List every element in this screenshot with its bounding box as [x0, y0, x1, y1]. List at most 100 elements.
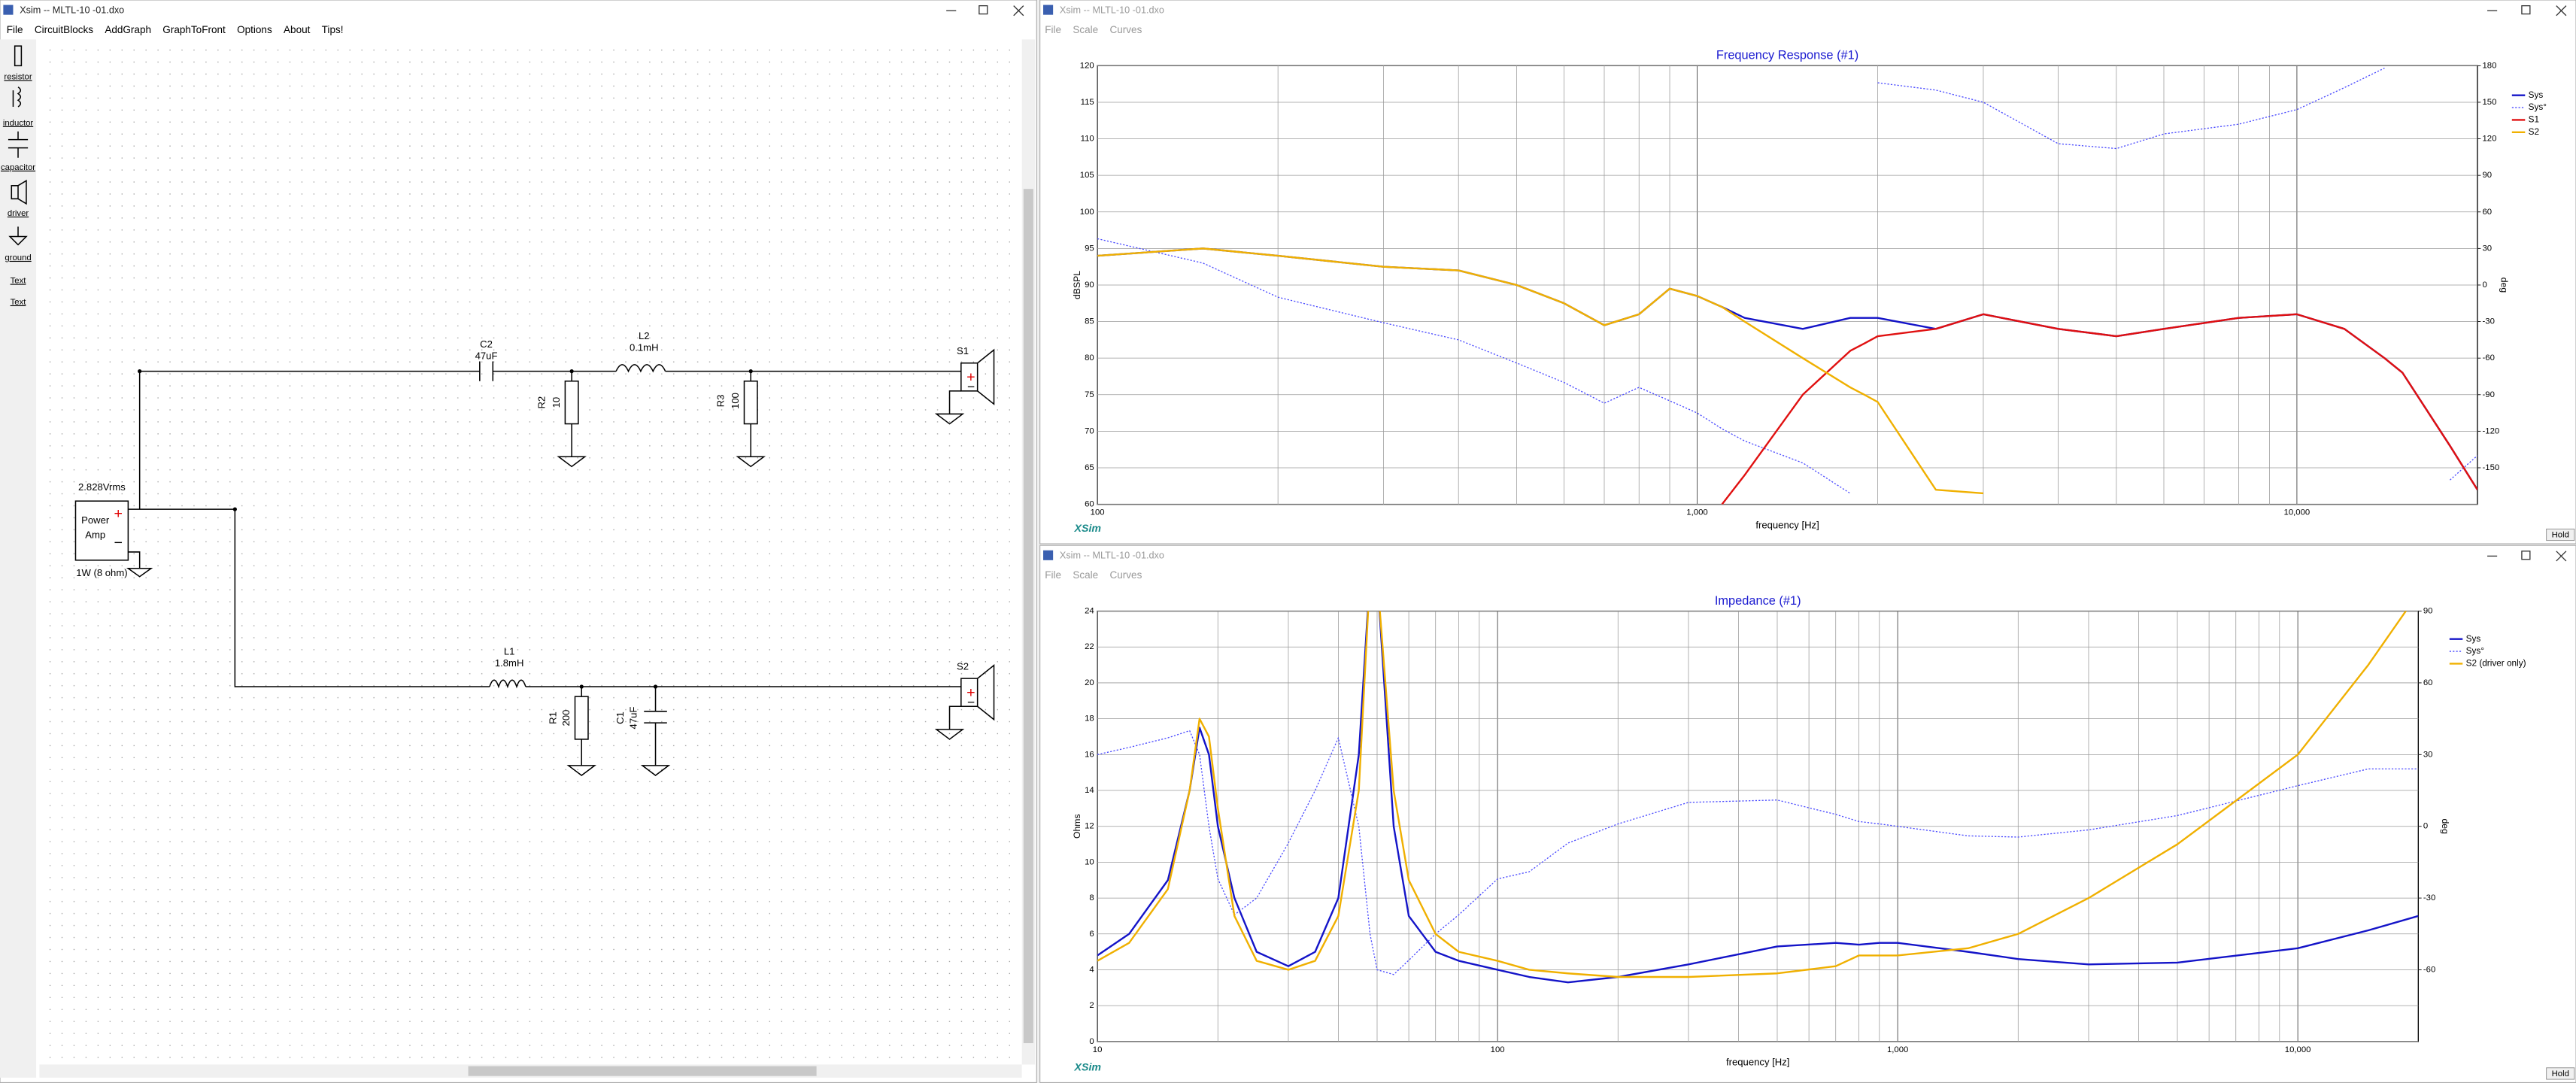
hold-button-label[interactable]: Hold: [2552, 530, 2569, 539]
x-tick-label: 1,000: [1887, 1045, 1908, 1054]
menu-item[interactable]: CircuitBlocks: [35, 24, 93, 35]
menu-item[interactable]: File: [1045, 569, 1061, 581]
chart-title: Impedance (#1): [1715, 594, 1801, 608]
component-name: L2: [639, 330, 650, 341]
schematic-window: Xsim -- MLTL-10 -01.dxo File CircuitBlock…: [0, 0, 1037, 1083]
toolbar-icons: [8, 45, 29, 246]
y-tick-label: 120: [1080, 61, 1094, 70]
y-tick-label: 0: [1089, 1037, 1094, 1046]
menu-item[interactable]: Tips!: [322, 24, 344, 35]
schematic-labels: 2.828Vrms Power Amp + − 1W (8 ohm) C2 47…: [76, 330, 975, 729]
hold-button[interactable]: [2546, 1067, 2575, 1080]
y-tick-label: 2: [1089, 1001, 1094, 1010]
legend-label: Sys: [2529, 90, 2544, 100]
y2-tick-label: -60: [2482, 353, 2494, 363]
y2-tick-label: -30: [2423, 893, 2435, 902]
y-tick-label: 16: [1085, 750, 1094, 759]
x-axis-label: frequency [Hz]: [1726, 1057, 1789, 1068]
window-controls[interactable]: [2487, 551, 2567, 562]
component-name: L1: [504, 646, 515, 657]
y2-tick-label: 120: [2482, 135, 2496, 144]
canvas: [39, 39, 1021, 1063]
y2-axis-label: deg: [2499, 278, 2510, 293]
x-tick-label: 10,000: [2284, 508, 2311, 517]
y-tick-label: 60: [1085, 500, 1094, 509]
tool-label[interactable]: ground: [5, 253, 31, 262]
window-controls[interactable]: [2487, 5, 2567, 17]
menu-item[interactable]: AddGraph: [105, 24, 151, 35]
menu-item[interactable]: Curves: [1109, 24, 1142, 35]
y2-tick-label: -90: [2482, 390, 2494, 399]
y-axis-label: dBSPL: [1072, 271, 1082, 299]
component-value: 47uF: [628, 707, 639, 730]
x-tick-label: 1,000: [1686, 508, 1707, 517]
y-tick-label: 85: [1085, 317, 1094, 326]
legend-label: Sys°: [2466, 646, 2484, 656]
amp-plus: +: [114, 505, 123, 522]
window-title: Xsim -- MLTL-10 -01.dxo: [1060, 551, 1164, 561]
window-controls[interactable]: [946, 5, 1024, 17]
toolbar: [0, 39, 37, 1078]
menu-item[interactable]: Curves: [1109, 569, 1142, 581]
component-value: 1.8mH: [495, 657, 524, 669]
y2-tick-label: 30: [2482, 244, 2492, 253]
chart-title: Frequency Response (#1): [1716, 49, 1858, 62]
y2-tick-label: 90: [2482, 171, 2492, 180]
y-tick-label: 6: [1089, 930, 1094, 939]
series-line: [1097, 611, 2419, 984]
tool-label[interactable]: capacitor: [1, 163, 35, 172]
brand: XSim: [1074, 523, 1102, 535]
tool-label[interactable]: Text: [11, 298, 27, 307]
y-tick-label: 22: [1085, 642, 1094, 651]
tool-label[interactable]: inductor: [3, 119, 34, 128]
y2-tick-label: 180: [2482, 61, 2496, 70]
y-tick-label: 115: [1081, 98, 1094, 107]
amp-label: Power: [81, 514, 110, 526]
amp-voltage: 2.828Vrms: [78, 481, 126, 493]
series-line: [1097, 247, 1984, 495]
y-tick-label: 24: [1085, 607, 1094, 616]
menu-item[interactable]: Scale: [1073, 569, 1098, 581]
y2-tick-label: -60: [2423, 965, 2435, 974]
x-axis-label: frequency [Hz]: [1755, 519, 1819, 530]
x-tick-label: 100: [1091, 508, 1105, 517]
y-tick-label: 8: [1089, 893, 1094, 902]
series-line: [1097, 730, 2419, 975]
tool-label[interactable]: driver: [8, 209, 29, 218]
series-line: [1721, 313, 2477, 505]
menu-item[interactable]: File: [1045, 24, 1061, 35]
menu-item[interactable]: GraphToFront: [162, 24, 226, 35]
component-name: R3: [715, 395, 726, 408]
menu-item[interactable]: File: [7, 24, 23, 35]
y2-tick-label: 0: [2423, 822, 2428, 831]
menu-bar: File CircuitBlocks AddGraph GraphToFront Opt…: [7, 24, 344, 35]
tool-label[interactable]: Text: [11, 277, 27, 286]
component-value: 100: [730, 393, 741, 409]
y-tick-label: 10: [1085, 857, 1094, 866]
y2-tick-label: -120: [2482, 426, 2499, 435]
driver-polarity: +: [966, 369, 975, 386]
junctions: [138, 369, 753, 689]
tool-label[interactable]: resistor: [4, 73, 32, 82]
menu-item[interactable]: Scale: [1073, 24, 1098, 35]
y-tick-label: 4: [1089, 965, 1094, 974]
y2-tick-label: 0: [2482, 281, 2486, 290]
x-tick-label: 100: [1491, 1045, 1505, 1054]
y2-tick-label: 30: [2423, 750, 2433, 759]
component-name: C2: [480, 338, 493, 350]
menu-item[interactable]: About: [284, 24, 311, 35]
component-value: 0.1mH: [630, 342, 659, 353]
hold-button-label[interactable]: Hold: [2552, 1069, 2569, 1078]
y2-axis-label: deg: [2440, 819, 2450, 835]
amp-minus: −: [114, 535, 123, 551]
component-value: 47uF: [475, 350, 498, 361]
driver-polarity: −: [967, 379, 975, 394]
menu-item[interactable]: Options: [237, 24, 272, 35]
component-name: R2: [536, 396, 547, 409]
legend-label: S2 (driver only): [2466, 659, 2526, 669]
y2-tick-label: 60: [2423, 678, 2433, 687]
y2-tick-label: 90: [2423, 607, 2433, 616]
toolbar-labels: resistor inductor capacitor driver ground Tex…: [1, 73, 35, 307]
hold-button[interactable]: [2546, 528, 2575, 542]
